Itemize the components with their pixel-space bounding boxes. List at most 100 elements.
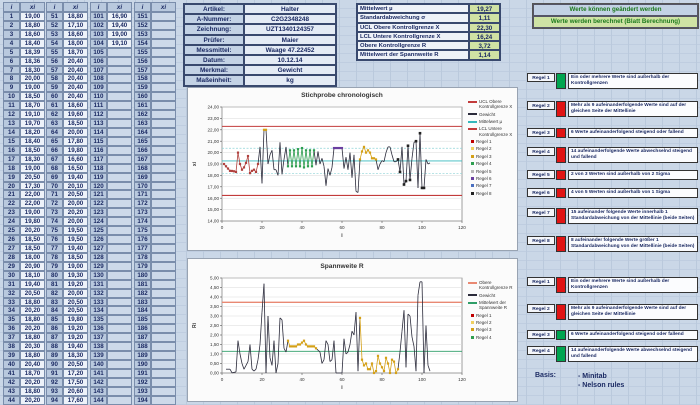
cell-value[interactable]: 18,70 [63, 47, 88, 57]
cell-value[interactable] [107, 172, 132, 182]
cell-value[interactable]: 19,40 [20, 279, 45, 289]
cell-value[interactable] [151, 190, 176, 200]
cell-value[interactable]: 17,60 [63, 395, 88, 405]
cell-value[interactable] [107, 288, 132, 298]
form-value[interactable]: Maier [244, 34, 336, 45]
stat-value[interactable]: 1,11 [469, 13, 500, 23]
cell-value[interactable]: 19,40 [107, 20, 132, 30]
cell-value[interactable] [151, 56, 176, 66]
cell-value[interactable] [151, 92, 176, 102]
cell-value[interactable] [107, 235, 132, 244]
cell-value[interactable]: 20,20 [20, 306, 45, 316]
cell-value[interactable] [151, 65, 176, 75]
cell-value[interactable]: 19,00 [107, 29, 132, 39]
cell-value[interactable]: 20,40 [63, 74, 88, 84]
cell-value[interactable] [107, 252, 132, 262]
cell-value[interactable]: 20,20 [20, 377, 45, 387]
cell-value[interactable] [151, 74, 176, 84]
form-value[interactable]: C2G2348248 [244, 14, 336, 25]
cell-value[interactable]: 19,50 [63, 226, 88, 236]
cell-value[interactable] [107, 119, 132, 128]
cell-value[interactable] [107, 368, 132, 378]
cell-value[interactable] [151, 101, 176, 111]
cell-value[interactable] [151, 243, 176, 253]
cell-value[interactable] [107, 208, 132, 218]
cell-value[interactable]: 18,60 [63, 29, 88, 39]
cell-value[interactable] [151, 29, 176, 39]
form-value[interactable]: Halter [244, 4, 336, 15]
cell-value[interactable]: 20,30 [20, 342, 45, 352]
cell-value[interactable] [107, 342, 132, 352]
cell-value[interactable] [151, 342, 176, 352]
cell-value[interactable] [107, 181, 132, 191]
cell-value[interactable]: 18,39 [20, 47, 45, 57]
cell-value[interactable]: 20,40 [63, 92, 88, 102]
cell-value[interactable] [107, 199, 132, 209]
cell-value[interactable]: 19,80 [63, 145, 88, 155]
cell-value[interactable]: 20,40 [63, 65, 88, 75]
cell-value[interactable] [151, 306, 176, 316]
cell-value[interactable]: 19,80 [63, 315, 88, 325]
form-value[interactable]: kg [244, 75, 336, 86]
cell-value[interactable] [107, 190, 132, 200]
cell-value[interactable] [151, 351, 176, 360]
cell-value[interactable] [151, 20, 176, 30]
cell-value[interactable]: 20,00 [20, 74, 45, 84]
cell-value[interactable] [151, 377, 176, 387]
cell-value[interactable] [151, 368, 176, 378]
cell-value[interactable]: 18,60 [20, 29, 45, 39]
cell-value[interactable]: 19,40 [63, 342, 88, 352]
cell-value[interactable] [107, 145, 132, 155]
cell-value[interactable]: 20,20 [20, 395, 45, 405]
cell-value[interactable] [107, 92, 132, 102]
stat-value[interactable]: 3,72 [469, 41, 500, 51]
cell-value[interactable]: 18,30 [20, 65, 45, 75]
cell-value[interactable] [107, 83, 132, 93]
cell-value[interactable]: 18,50 [20, 145, 45, 155]
cell-value[interactable]: 19,20 [63, 333, 88, 343]
stat-value[interactable]: 22,30 [469, 22, 500, 32]
cell-value[interactable] [107, 279, 132, 289]
cell-value[interactable]: 18,80 [20, 297, 45, 307]
cell-value[interactable]: 20,40 [20, 359, 45, 369]
cell-value[interactable] [107, 315, 132, 325]
cell-value[interactable] [107, 56, 132, 66]
cell-value[interactable] [107, 217, 132, 227]
cell-value[interactable] [151, 279, 176, 289]
cell-value[interactable] [151, 154, 176, 164]
cell-value[interactable] [107, 333, 132, 343]
cell-value[interactable] [107, 297, 132, 307]
cell-value[interactable] [107, 74, 132, 84]
cell-value[interactable]: 20,50 [63, 359, 88, 369]
chart-spannweite-r[interactable]: 0,00 0,50 1,00 1,50 2,00 2,50 3,00 3,50 4,00 4,50… [187, 258, 518, 402]
cell-value[interactable] [151, 38, 176, 48]
cell-value[interactable]: 18,30 [20, 154, 45, 164]
cell-value[interactable]: 20,10 [63, 181, 88, 191]
cell-value[interactable]: 16,60 [63, 154, 88, 164]
cell-value[interactable] [151, 270, 176, 280]
cell-value[interactable]: 19,00 [20, 208, 45, 218]
cell-value[interactable] [107, 359, 132, 369]
cell-value[interactable] [107, 136, 132, 146]
cell-value[interactable] [107, 324, 132, 334]
cell-value[interactable] [151, 145, 176, 155]
cell-value[interactable]: 20,50 [20, 172, 45, 182]
cell-value[interactable] [151, 297, 176, 307]
cell-value[interactable]: 18,80 [63, 12, 88, 21]
stat-value[interactable]: 16,24 [469, 31, 500, 42]
cell-value[interactable]: 18,50 [20, 243, 45, 253]
cell-value[interactable]: 17,50 [63, 377, 88, 387]
cell-value[interactable]: 18,30 [63, 351, 88, 360]
cell-value[interactable]: 20,20 [20, 324, 45, 334]
cell-value[interactable]: 18,80 [20, 315, 45, 325]
cell-value[interactable]: 18,50 [63, 119, 88, 128]
cell-value[interactable]: 16,90 [107, 12, 132, 21]
cell-value[interactable]: 20,00 [63, 127, 88, 137]
cell-value[interactable]: 18,36 [20, 56, 45, 66]
cell-value[interactable] [151, 199, 176, 209]
cell-value[interactable] [151, 261, 176, 271]
cell-value[interactable]: 20,40 [63, 83, 88, 93]
cell-value[interactable]: 18,00 [20, 252, 45, 262]
cell-value[interactable]: 20,00 [63, 199, 88, 209]
cell-value[interactable] [107, 101, 132, 111]
